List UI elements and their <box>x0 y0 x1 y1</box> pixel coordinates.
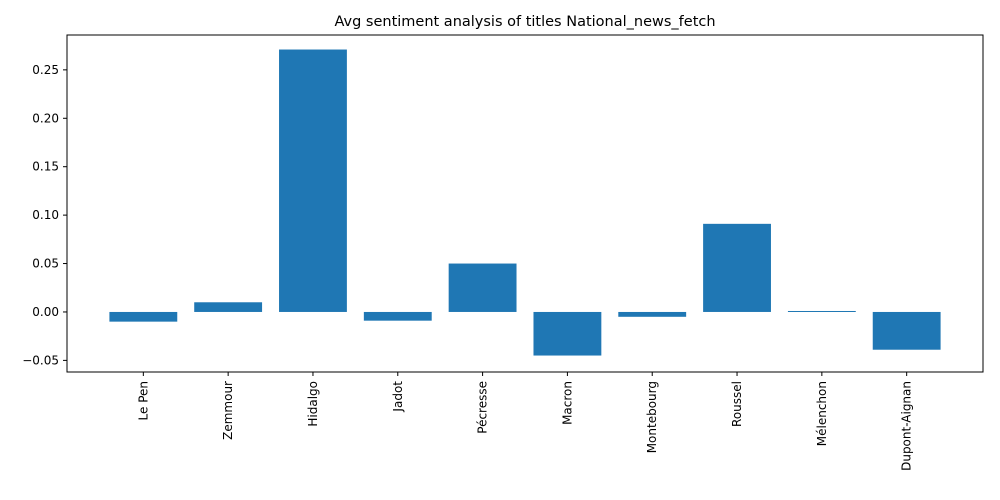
y-tick-label: 0.05 <box>32 257 59 271</box>
x-tick-label-zemmour: Zemmour <box>221 381 235 440</box>
x-axis: Le Pen Zemmour Hidalgo Jadot Pécresse Macron M… <box>136 372 914 471</box>
bar-macron <box>533 311 602 356</box>
bars-group <box>109 49 941 356</box>
x-tick-label-macron: Macron <box>560 381 574 425</box>
bar-le-pen <box>109 311 178 322</box>
y-axis: −0.05 0.00 0.05 0.10 0.15 0.20 0.25 <box>22 63 67 367</box>
bar-jadot <box>363 311 432 321</box>
bar-montebourg <box>618 311 687 317</box>
y-tick-label: 0.20 <box>32 111 59 125</box>
plot-frame <box>66 34 984 373</box>
x-tick-label-hidalgo: Hidalgo <box>306 381 320 427</box>
bar-zemmour <box>194 302 263 312</box>
x-tick-label-melenchon: Mélenchon <box>815 381 829 446</box>
bar-hidalgo <box>279 49 347 312</box>
y-tick-label: 0.25 <box>32 63 59 77</box>
x-tick-label-le-pen: Le Pen <box>136 381 150 420</box>
x-tick-label-roussel: Roussel <box>730 381 744 427</box>
y-tick-label: 0.10 <box>32 208 59 222</box>
bar-dupont-aignan <box>872 311 941 350</box>
bar-roussel <box>703 223 771 312</box>
bar-melenchon <box>787 310 856 312</box>
x-tick-label-montebourg: Montebourg <box>645 381 659 453</box>
x-tick-label-dupont-aignan: Dupont-Aignan <box>900 381 914 471</box>
chart-title: Avg sentiment analysis of titles Nationa… <box>334 14 715 30</box>
y-tick-label: 0.15 <box>32 160 59 174</box>
x-tick-label-jadot: Jadot <box>391 381 405 413</box>
bar-pecresse <box>448 263 517 312</box>
y-tick-label: −0.05 <box>22 353 59 367</box>
x-tick-label-pecresse: Pécresse <box>476 381 490 434</box>
y-tick-label: 0.00 <box>32 305 59 319</box>
